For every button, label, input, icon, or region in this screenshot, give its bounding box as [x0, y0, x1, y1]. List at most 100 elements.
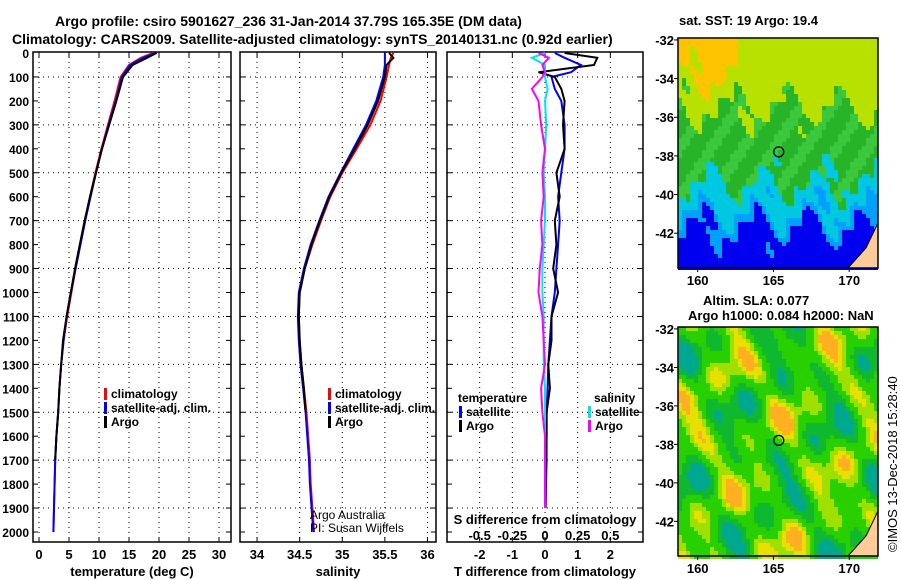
map-cell [790, 415, 794, 419]
map-cell [722, 206, 726, 210]
map-cell [842, 383, 846, 387]
map-cell [866, 202, 870, 206]
map-cell [870, 166, 874, 170]
map-cell [794, 102, 798, 106]
map-cell [742, 130, 746, 134]
map-cell [830, 343, 834, 347]
map-cell [746, 154, 750, 158]
map-cell [798, 331, 802, 335]
map-cell [758, 367, 762, 371]
map-cell [866, 459, 870, 463]
map-cell [710, 435, 714, 439]
map-cell [802, 467, 806, 471]
map-cell [738, 467, 742, 471]
map-cell [730, 367, 734, 371]
map-cell [690, 246, 694, 250]
map-cell [798, 242, 802, 246]
map-cell [834, 355, 838, 359]
map-cell [714, 94, 718, 98]
map-cell [706, 146, 710, 150]
map-cell [850, 339, 854, 343]
map-cell [734, 174, 738, 178]
map-cell [806, 431, 810, 435]
map-cell [786, 242, 790, 246]
map-cell [774, 363, 778, 367]
map-cell [738, 214, 742, 218]
map-cell [742, 459, 746, 463]
map-cell [802, 331, 806, 335]
map-cell [790, 246, 794, 250]
map-cell [870, 459, 874, 463]
map-cell [874, 335, 878, 339]
map-cell [798, 174, 802, 178]
map-cell [790, 423, 794, 427]
map-cell [850, 407, 854, 411]
map-cell [826, 250, 830, 254]
map-cell [750, 134, 754, 138]
map-cell [802, 459, 806, 463]
map-cell [738, 250, 742, 254]
map-cell [770, 146, 774, 150]
map-cell [854, 54, 858, 58]
map-cell [794, 134, 798, 138]
map-cell [818, 343, 822, 347]
map-cell [718, 110, 722, 114]
map-cell [682, 66, 686, 70]
map-cell [786, 367, 790, 371]
map-cell [862, 190, 866, 194]
map-cell [838, 242, 842, 246]
map-cell [854, 70, 858, 74]
map-cell [698, 407, 702, 411]
map-cell [778, 154, 782, 158]
map-cell [822, 367, 826, 371]
map-cell [794, 327, 798, 331]
map-cell [766, 250, 770, 254]
map-cell [758, 222, 762, 226]
map-cell [718, 214, 722, 218]
map-cell [850, 399, 854, 403]
map-cell [838, 395, 842, 399]
map-cell [746, 447, 750, 451]
map-cell [810, 194, 814, 198]
map-cell [706, 355, 710, 359]
map-cell [774, 142, 778, 146]
map-cell [766, 443, 770, 447]
map-cell [842, 226, 846, 230]
map-cell [778, 331, 782, 335]
map-cell [750, 435, 754, 439]
map-cell [722, 42, 726, 46]
map-cell [842, 331, 846, 335]
map-cell [718, 331, 722, 335]
map-cell [762, 42, 766, 46]
map-cell [870, 387, 874, 391]
map-cell [782, 331, 786, 335]
map-cell [710, 38, 714, 42]
map-cell [858, 363, 862, 367]
map-cell [730, 339, 734, 343]
map-cell [702, 210, 706, 214]
map-cell [758, 451, 762, 455]
map-cell [814, 335, 818, 339]
map-cell [766, 427, 770, 431]
map-cell [842, 70, 846, 74]
map-cell [830, 447, 834, 451]
map-cell [722, 375, 726, 379]
map-cell [814, 419, 818, 423]
map-cell [678, 371, 682, 375]
map-cell [858, 331, 862, 335]
map-cell [814, 355, 818, 359]
map-cell [722, 178, 726, 182]
map-cell [770, 363, 774, 367]
map-cell [838, 363, 842, 367]
map-cell [710, 431, 714, 435]
map-cell [766, 467, 770, 471]
map-cell [790, 190, 794, 194]
map-cell [742, 234, 746, 238]
map-cell [766, 82, 770, 86]
map-cell [838, 403, 842, 407]
map-cell [850, 230, 854, 234]
map-cell [810, 339, 814, 343]
map-cell [734, 134, 738, 138]
map-cell [790, 387, 794, 391]
map-cell [678, 170, 682, 174]
